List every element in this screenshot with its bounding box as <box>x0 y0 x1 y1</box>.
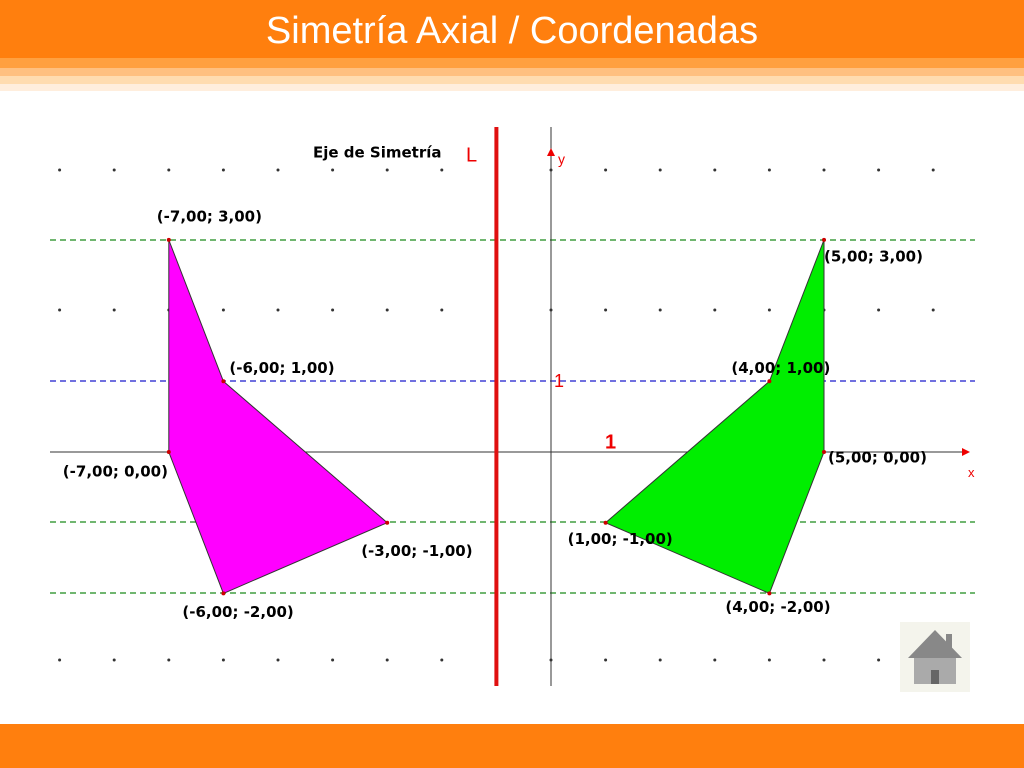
grid-dot <box>767 168 771 172</box>
vertex-label: (1,00; -1,00) <box>568 530 673 548</box>
grid-dot <box>385 658 389 662</box>
vertex <box>822 450 826 454</box>
grid-dot <box>112 308 116 312</box>
grid-dot <box>331 658 335 662</box>
vertex-label: (5,00; 0,00) <box>828 449 927 467</box>
grid-dot <box>604 308 608 312</box>
grid-dot <box>767 308 771 312</box>
unit-label: 1 <box>554 371 564 391</box>
slide-title: Simetría Axial / Coordenadas <box>266 10 758 52</box>
grid-dot <box>167 168 171 172</box>
vertex <box>221 591 226 596</box>
grid-dot <box>385 308 389 312</box>
grid-dot <box>877 658 881 662</box>
vertex-label: (5,00; 3,00) <box>824 247 923 265</box>
grid-dot <box>931 168 935 172</box>
header-stripe <box>0 84 1024 91</box>
header-stripe <box>0 68 1024 76</box>
vertex <box>767 379 772 384</box>
footer-bar <box>0 724 1024 768</box>
axis-name: L <box>466 144 477 166</box>
vertex-label: (4,00; 1,00) <box>731 359 830 377</box>
unit-label: 1 <box>605 431 616 453</box>
grid-dot <box>877 308 881 312</box>
grid-dot <box>822 168 826 172</box>
vertex-label: (4,00; -2,00) <box>725 598 830 616</box>
x-axis-label: x <box>968 465 975 480</box>
grid-dot <box>58 308 62 312</box>
grid-dot <box>331 168 335 172</box>
grid-dot <box>658 308 662 312</box>
grid-dot <box>276 168 280 172</box>
vertex-label: (-7,00; 3,00) <box>157 207 262 225</box>
grid-dot <box>112 168 116 172</box>
grid-dot <box>112 658 116 662</box>
grid-dot <box>276 658 280 662</box>
vertex-label: (-6,00; 1,00) <box>229 359 334 377</box>
grid-dot <box>58 168 62 172</box>
vertex-label: (-7,00; 0,00) <box>63 463 168 481</box>
vertex <box>166 237 171 242</box>
grid-dot <box>822 658 826 662</box>
home-button[interactable] <box>900 622 970 692</box>
x-arrow <box>962 448 970 456</box>
vertex <box>603 520 608 525</box>
grid-dot <box>221 658 225 662</box>
vertex <box>767 591 772 596</box>
vertex-label: (-3,00; -1,00) <box>361 542 472 560</box>
y-axis-label: y <box>558 151 565 167</box>
vertex-label: (-6,00; -2,00) <box>182 603 293 621</box>
grid-dot <box>167 658 171 662</box>
header-stripe <box>0 76 1024 84</box>
grid-dot <box>713 308 717 312</box>
vertex <box>166 450 171 454</box>
vertex <box>221 379 226 384</box>
grid-dot <box>877 168 881 172</box>
grid-dot <box>440 168 444 172</box>
y-arrow <box>547 148 555 156</box>
axis-caption: Eje de Simetría <box>313 144 442 162</box>
vertex <box>822 237 826 242</box>
grid-dot <box>767 658 771 662</box>
grid-dot <box>713 168 717 172</box>
grid-dot <box>385 168 389 172</box>
grid-dot <box>58 658 62 662</box>
grid-dot <box>440 658 444 662</box>
grid-dot <box>221 168 225 172</box>
grid-dot <box>221 308 225 312</box>
grid-dot <box>713 658 717 662</box>
figure: x y 1 1 Eje de Simetría L (-7,00; 3,00) (-6,00;… <box>50 127 975 686</box>
grid-dot <box>658 168 662 172</box>
header-bar <box>0 0 1024 58</box>
polygon <box>604 239 825 595</box>
grid-dot <box>931 308 935 312</box>
header-stripe <box>0 58 1024 68</box>
grid-dot <box>604 658 608 662</box>
polygon <box>168 239 389 595</box>
vertex <box>385 520 390 525</box>
grid-dot <box>604 168 608 172</box>
grid-dot <box>276 308 280 312</box>
grid-dot <box>658 658 662 662</box>
grid-dot <box>331 308 335 312</box>
grid-dot <box>440 308 444 312</box>
